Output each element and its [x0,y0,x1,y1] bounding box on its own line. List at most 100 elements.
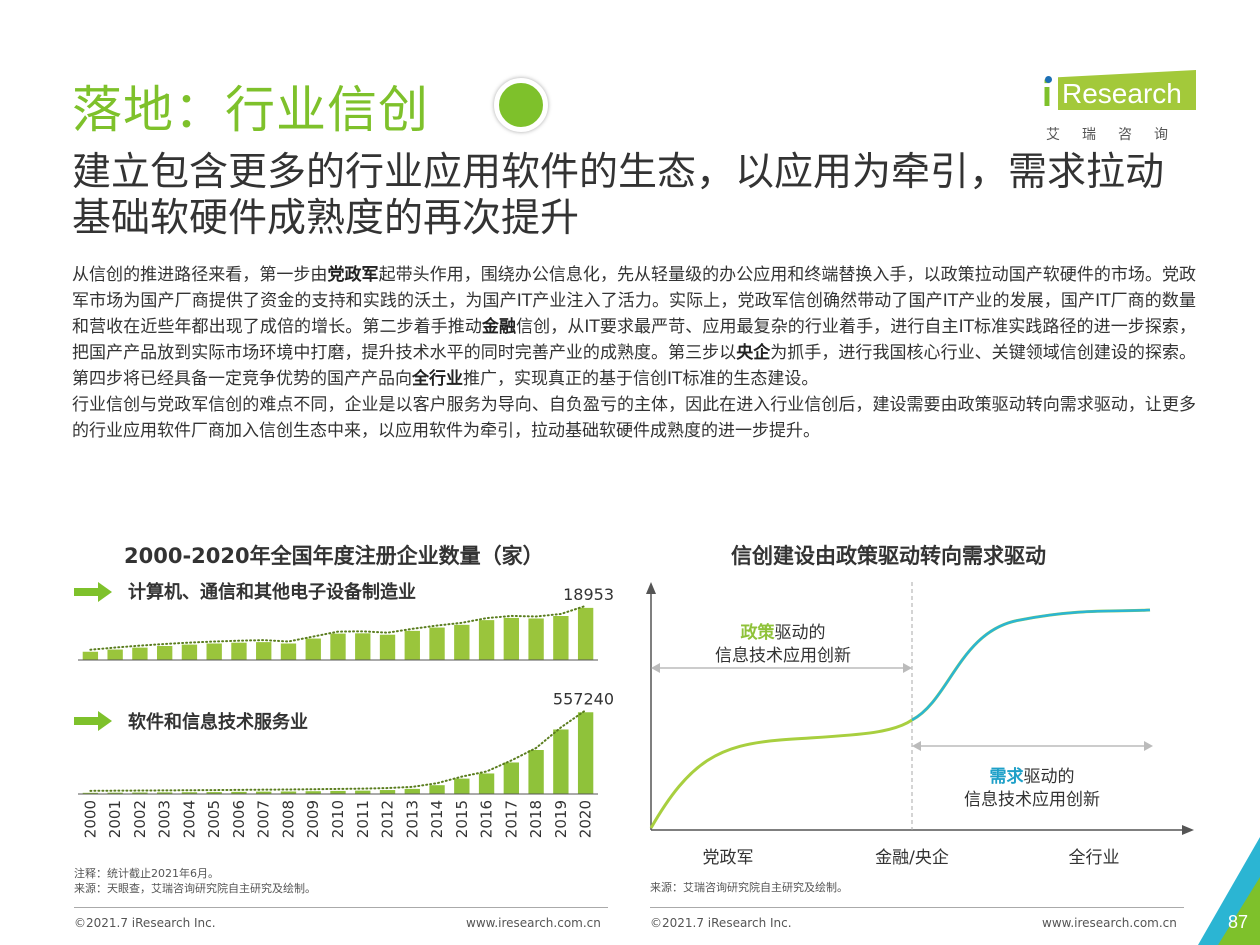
bar-2-2015 [454,778,470,794]
x-tick-2019: 2019 [552,800,570,838]
bar-2-2004 [181,792,198,794]
trend-line-2 [89,709,587,792]
policy-annotation-line2: 信息技术应用创新 [715,646,851,666]
bar-2-2016 [478,773,495,794]
x-tick-2004: 2004 [180,800,198,838]
x-tick-2017: 2017 [502,800,520,838]
bar-2-2008 [280,791,297,794]
page-corner-badge [1198,837,1260,945]
bar-1-2010 [330,633,346,660]
x-tick-2005: 2005 [205,800,223,838]
x-tick-2006: 2006 [230,800,248,838]
bar-1-2019 [553,616,569,660]
bar-2-2006 [231,791,247,794]
footer-url-right: www.iresearch.com.cn [1042,916,1177,930]
demand-range-right-arrow-icon [1144,741,1153,751]
footer-url-left: www.iresearch.com.cn [466,916,601,930]
x-tick-2016: 2016 [478,800,496,838]
data-label-2: 557240 [553,689,614,708]
bar-1-2007 [256,642,272,660]
x-axis-arrow-icon [1182,825,1194,835]
bar-2-2018 [528,750,544,794]
bar-1-2011 [355,633,371,660]
bar-1-2006 [231,642,247,660]
x-tick-2007: 2007 [255,800,273,838]
x-tick-2012: 2012 [379,800,397,838]
bar-2-2000 [82,792,99,794]
bar-2-2014 [429,785,445,794]
x-tick-2002: 2002 [131,800,149,838]
bar-1-2001 [107,649,123,660]
x-tick-2008: 2008 [279,800,297,838]
x-tick-2013: 2013 [403,800,421,838]
x-tick-2001: 2001 [106,800,124,838]
x-label-all-industry: 全行业 [1069,848,1120,868]
chart-source-left: 来源：天眼查，艾瑞咨询研究院自主研究及绘制。 [74,882,316,895]
demand-driven-curve [911,608,1151,722]
x-tick-2015: 2015 [453,800,471,838]
bar-1-2002 [132,647,148,660]
page-title: 落地：行业信创 [72,81,429,139]
y-axis-arrow-icon [646,582,656,594]
paragraph-1: 从信创的推进路径来看，第一步由党政军起带头作用，围绕办公信息化，先从轻量级的办公… [72,265,1197,389]
x-tick-2018: 2018 [527,800,545,838]
x-label-party-govt: 党政军 [703,848,754,868]
footer-divider-left [74,907,608,908]
bar-2-2005 [206,792,222,794]
bar-2-2020 [577,712,594,794]
title-dot-icon [494,78,548,132]
bar-chart: 18953 557240 2000 2001 2002 2003 2004 2005 2006 2… [78,585,614,838]
data-label-1: 18953 [563,585,614,604]
trend-chart: 政策驱动的 信息技术应用创新 需求驱动的 信息技术应用创新 党政军 金融/央企 … [646,582,1194,868]
demand-annotation-line2: 信息技术应用创新 [964,790,1100,810]
bar-1-2014 [429,627,445,660]
bar-2-2003 [156,792,173,794]
x-label-finance: 金融/央企 [875,848,949,868]
bar-1-2018 [528,618,544,660]
policy-range-right-arrow-icon [903,663,912,673]
bar-1-2005 [206,643,222,660]
logo-dot-icon [1045,76,1052,83]
bar-1-2009 [305,638,321,660]
iresearch-logo: i Research 艾瑞咨询 [1038,66,1198,146]
bar-1-2012 [379,634,396,660]
page-number: 87 [1227,912,1248,932]
right-chart-title: 信创建设由政策驱动转向需求驱动 [731,544,1046,568]
page-subtitle: 建立包含更多的行业应用软件的生态，以应用为牵引，需求拉动基础软硬件成熟度的再次提… [72,150,1165,241]
arrow-right-icon [74,582,112,602]
footer-divider-right [650,907,1184,908]
chart-source-right: 来源：艾瑞咨询研究院自主研究及绘制。 [650,881,848,894]
logo-text: Research [1062,78,1182,109]
bar-1-2016 [478,620,495,660]
left-chart-title: 2000-2020年全国年度注册企业数量（家） [124,544,544,568]
bar-2-2013 [404,788,420,794]
arrow-right-icon [74,711,112,731]
paragraph-2: 行业信创与党政军信创的难点不同，企业是以客户服务为导向、自负盈亏的主体，因此在进… [72,395,1196,441]
bar-2-2011 [355,790,371,794]
x-tick-2010: 2010 [329,800,347,838]
policy-annotation-line1: 政策驱动的 [741,622,826,643]
bar-1-2017 [503,617,520,660]
x-tick-2020: 2020 [577,800,595,838]
bar-2-2019 [553,729,569,794]
bar-2-2001 [107,792,123,794]
bar-2-2012 [379,790,396,794]
bar-2-2002 [132,792,148,794]
body-text: 从信创的推进路径来看，第一步由党政军起带头作用，围绕办公信息化，先从轻量级的办公… [72,262,1196,444]
bar-2-2009 [305,791,321,794]
demand-range-left-arrow-icon [912,741,921,751]
policy-range-left-arrow-icon [651,663,660,673]
footer-copyright-left: ©2021.7 iResearch Inc. [74,916,216,930]
bar-1-2020 [577,607,594,660]
x-tick-2000: 2000 [81,800,99,838]
bar-1-2000 [82,651,99,660]
logo-subtext: 艾瑞咨询 [1046,127,1190,143]
x-tick-2011: 2011 [354,800,372,838]
bar-2-2007 [256,791,272,794]
bar-1-2015 [454,624,470,660]
bar-2-2017 [503,762,520,794]
footer-copyright-right: ©2021.7 iResearch Inc. [650,916,792,930]
policy-driven-curve [649,718,913,829]
series-label-1: 计算机、通信和其他电子设备制造业 [128,582,416,603]
bar-2-2010 [330,790,346,794]
